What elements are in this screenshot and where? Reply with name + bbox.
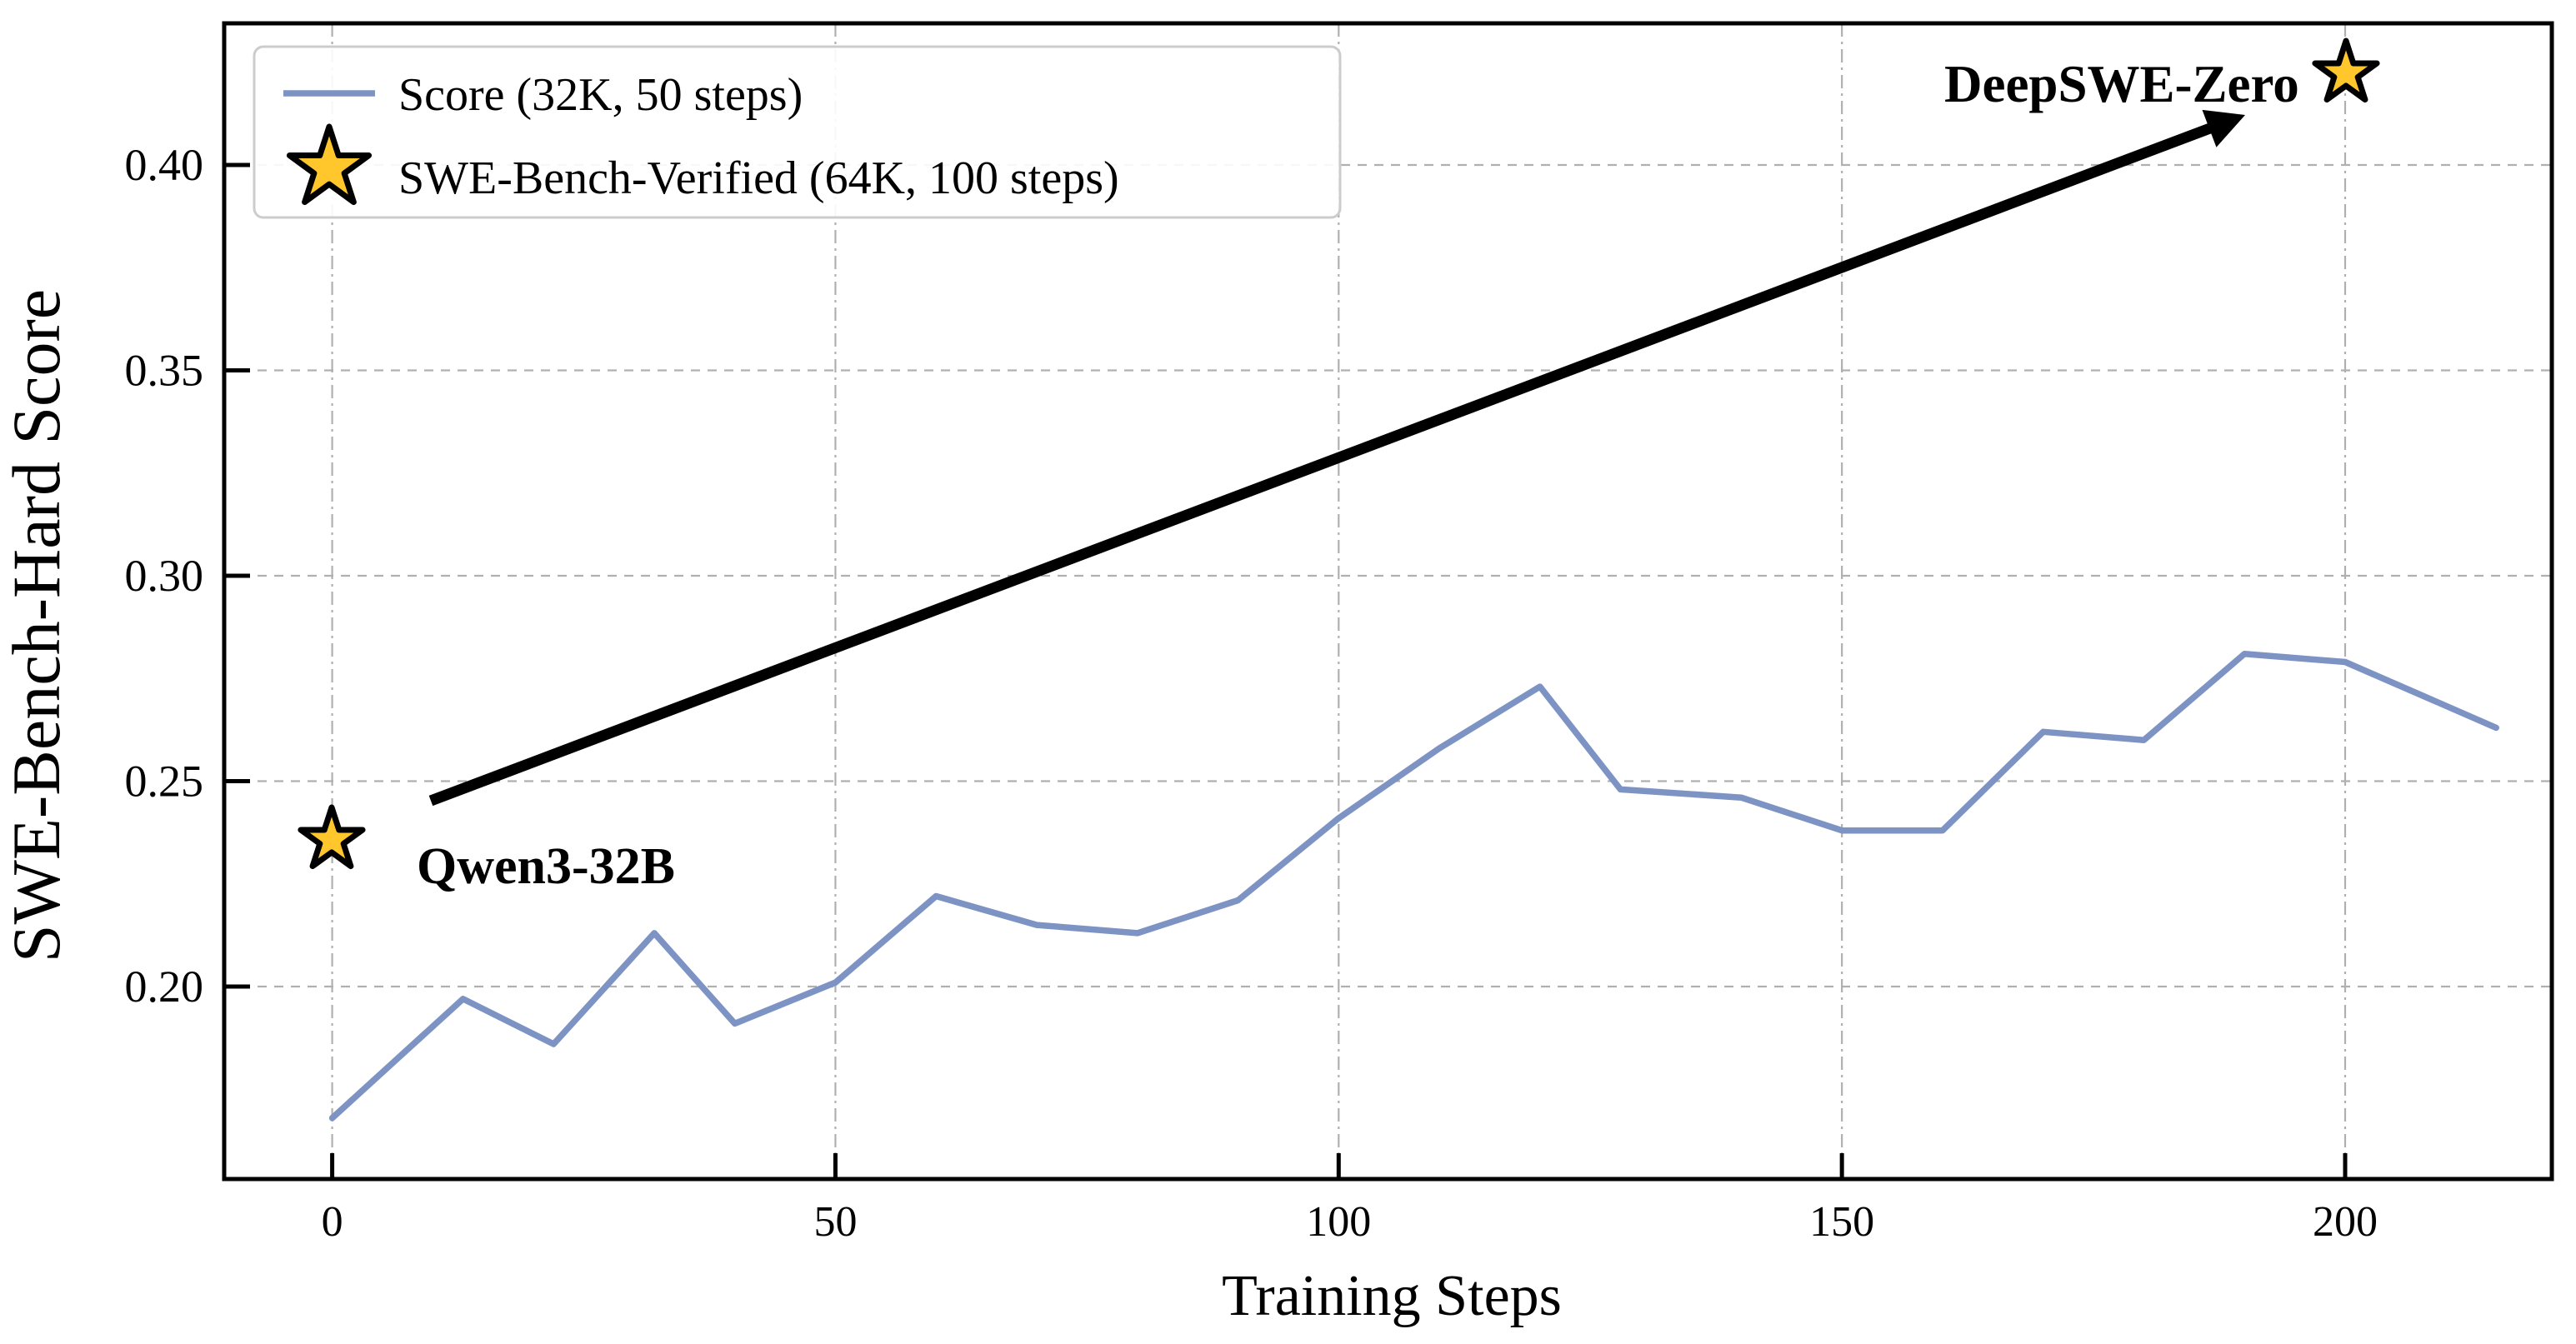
- svg-text:SWE-Bench-Hard Score: SWE-Bench-Hard Score: [0, 289, 74, 962]
- svg-text:0.40: 0.40: [125, 140, 204, 190]
- svg-text:SWE-Bench-Verified (64K, 100 s: SWE-Bench-Verified (64K, 100 steps): [398, 152, 1119, 204]
- svg-text:0: 0: [322, 1198, 343, 1246]
- svg-text:100: 100: [1306, 1198, 1371, 1246]
- svg-text:0.25: 0.25: [125, 757, 204, 807]
- svg-text:Training Steps: Training Steps: [1222, 1264, 1562, 1328]
- svg-text:0.35: 0.35: [125, 346, 204, 396]
- svg-text:0.20: 0.20: [125, 962, 204, 1012]
- svg-text:Score (32K, 50 steps): Score (32K, 50 steps): [398, 69, 803, 121]
- svg-text:DeepSWE-Zero: DeepSWE-Zero: [1944, 55, 2299, 113]
- svg-text:200: 200: [2313, 1198, 2378, 1246]
- svg-text:Qwen3-32B: Qwen3-32B: [417, 838, 675, 895]
- svg-text:0.30: 0.30: [125, 551, 204, 601]
- svg-text:50: 50: [813, 1198, 857, 1246]
- svg-text:150: 150: [1809, 1198, 1874, 1246]
